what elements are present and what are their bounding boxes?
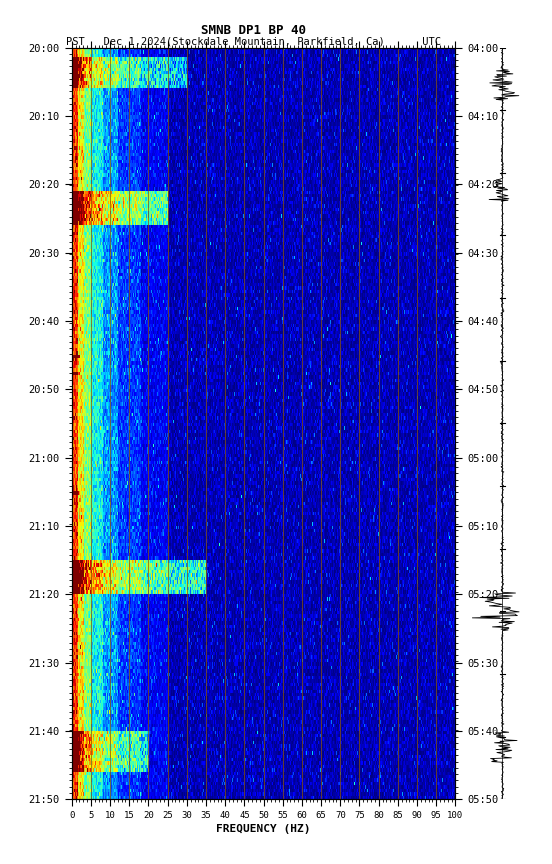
Text: PST   Dec 1,2024(Stockdale Mountain, Parkfield, Ca)      UTC: PST Dec 1,2024(Stockdale Mountain, Parkf… (66, 36, 442, 47)
X-axis label: FREQUENCY (HZ): FREQUENCY (HZ) (216, 824, 311, 834)
Text: SMNB DP1 BP 40: SMNB DP1 BP 40 (201, 24, 306, 37)
